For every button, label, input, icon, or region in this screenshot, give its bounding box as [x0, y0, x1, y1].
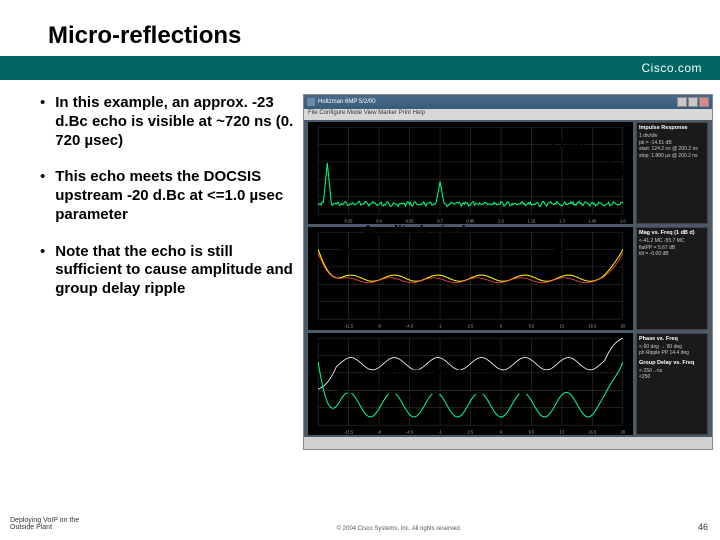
- window-title: Holtzman 6MP 5/2/00: [318, 99, 376, 105]
- svg-text:-11.5: -11.5: [344, 429, 354, 434]
- side-line: start: 124.2 ns @ 200.2 ns: [639, 146, 705, 153]
- maximize-icon[interactable]: [688, 97, 698, 107]
- svg-text:1.15: 1.15: [527, 218, 536, 223]
- footer-center: © 2004 Cisco Systems, Inc. All rights re…: [337, 526, 462, 532]
- side-line: ph Ripple PP 14.4 deg: [639, 350, 705, 357]
- side-header: Mag vs. Freq (1 dB d): [639, 230, 705, 237]
- window-titlebar: Holtzman 6MP 5/2/00: [304, 95, 712, 109]
- side-header: Group Delay vs. Freq: [639, 360, 705, 367]
- svg-text:6: 6: [500, 429, 503, 434]
- side-header: Phase vs. Freq: [639, 336, 705, 343]
- svg-text:2.5: 2.5: [468, 324, 474, 329]
- bullet-text: In this example, an approx. -23 d.Bc ech…: [55, 94, 295, 150]
- magnitude-side: Mag vs. Freq (1 dB d) <-41.2 MC -55.7 MC…: [636, 227, 708, 329]
- svg-text:9.5: 9.5: [529, 429, 535, 434]
- svg-text:13: 13: [560, 429, 565, 434]
- footer-page-number: 46: [698, 522, 708, 532]
- svg-text:-4.5: -4.5: [406, 429, 414, 434]
- svg-text:16.5: 16.5: [588, 324, 597, 329]
- slide: Micro-reflections Cisco.com • In this ex…: [0, 0, 720, 540]
- svg-text:0.25: 0.25: [345, 218, 354, 223]
- window-menubar[interactable]: File Configure Mode View Marker Print He…: [304, 109, 712, 120]
- brand-divider: Cisco.com: [0, 56, 720, 80]
- app-window: Holtzman 6MP 5/2/00 File Configure Mode …: [303, 94, 713, 450]
- page-title: Micro-reflections: [48, 22, 720, 50]
- svg-text:-8: -8: [377, 429, 381, 434]
- svg-text:-4.5: -4.5: [406, 324, 414, 329]
- titlebar-left: Holtzman 6MP 5/2/00: [307, 98, 376, 106]
- svg-text:-1: -1: [438, 324, 442, 329]
- window-buttons: [677, 97, 709, 107]
- bullet-text: Note that the echo is still sufficient t…: [55, 243, 295, 299]
- minimize-icon[interactable]: [677, 97, 687, 107]
- bullet-dot-icon: •: [40, 243, 45, 299]
- svg-text:1.6: 1.6: [620, 218, 626, 223]
- svg-text:0.85: 0.85: [467, 218, 476, 223]
- bullet-item: • This echo meets the DOCSIS upstream -2…: [40, 168, 295, 224]
- bullet-dot-icon: •: [40, 94, 45, 150]
- svg-text:0.55: 0.55: [406, 218, 415, 223]
- app-icon: [307, 98, 315, 106]
- phase-gd-chart: -11.5 -8 -4.5 -1 2.5 6 9.5 13 16.5 20: [308, 333, 633, 435]
- svg-text:6: 6: [500, 324, 503, 329]
- svg-text:1.45: 1.45: [588, 218, 597, 223]
- slide-footer: Deploying VoIP on the Outside Plant © 20…: [10, 517, 708, 532]
- impulse-chart: 0.25 0.4 0.55 0.7 0.85 1.0 1.15 1.3 1.45 1.6: [308, 122, 633, 224]
- side-line: stop: 1.800 µs @ 200.2 ns: [639, 153, 705, 160]
- bullet-dot-icon: •: [40, 168, 45, 224]
- svg-text:0.7: 0.7: [437, 218, 443, 223]
- bullet-text: This echo meets the DOCSIS upstream -20 …: [55, 168, 295, 224]
- svg-text:-1: -1: [438, 429, 442, 434]
- bullet-list: • In this example, an approx. -23 d.Bc e…: [40, 94, 295, 454]
- content-row: • In this example, an approx. -23 d.Bc e…: [0, 80, 720, 454]
- svg-text:20: 20: [621, 324, 626, 329]
- side-header: Impulse Response: [639, 125, 705, 132]
- impulse-side: Impulse Response 1 div/div pk = -14.51 d…: [636, 122, 708, 224]
- svg-text:-8: -8: [377, 324, 381, 329]
- bullet-item: • In this example, an approx. -23 d.Bc e…: [40, 94, 295, 150]
- bullet-item: • Note that the echo is still sufficient…: [40, 243, 295, 299]
- close-icon[interactable]: [699, 97, 709, 107]
- screenshot-graphic: Holtzman 6MP 5/2/00 File Configure Mode …: [303, 94, 710, 454]
- svg-text:13: 13: [560, 324, 565, 329]
- svg-text:-11.5: -11.5: [344, 324, 354, 329]
- window-statusbar: [304, 437, 712, 449]
- title-area: Micro-reflections: [0, 0, 720, 56]
- svg-text:1.0: 1.0: [498, 218, 504, 223]
- side-line: <250: [639, 374, 705, 381]
- svg-text:16.5: 16.5: [588, 429, 597, 434]
- panel-grid: 0.25 0.4 0.55 0.7 0.85 1.0 1.15 1.3 1.45 1.6 Impu…: [308, 122, 708, 435]
- brand-text: Cisco.com: [641, 61, 702, 75]
- svg-text:0.4: 0.4: [376, 218, 382, 223]
- svg-text:1.3: 1.3: [559, 218, 565, 223]
- svg-text:9.5: 9.5: [529, 324, 535, 329]
- svg-text:2.5: 2.5: [468, 429, 474, 434]
- magnitude-chart: -11.5 -8 -4.5 -1 2.5 6 9.5 13 16.5 20: [308, 227, 633, 329]
- svg-text:20: 20: [621, 429, 626, 434]
- phase-gd-side: Phase vs. Freq <-90 deg → 90 deg ph Ripp…: [636, 333, 708, 435]
- side-line: tilt = -0.00 dB: [639, 251, 705, 258]
- footer-left: Deploying VoIP on the Outside Plant: [10, 517, 100, 532]
